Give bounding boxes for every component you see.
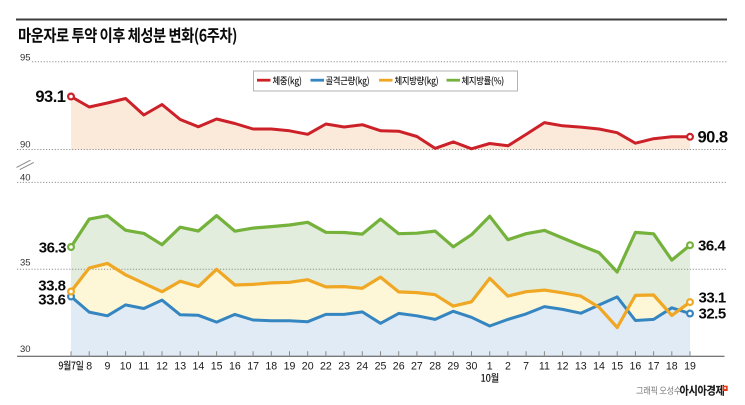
svg-text:36.3: 36.3: [39, 240, 66, 257]
svg-text:15: 15: [211, 360, 223, 372]
svg-text:26: 26: [393, 360, 405, 372]
svg-text:90: 90: [20, 140, 31, 151]
svg-text:2: 2: [505, 360, 511, 372]
svg-text:7: 7: [523, 360, 529, 372]
svg-text:17: 17: [247, 360, 259, 372]
svg-text:35: 35: [20, 258, 31, 269]
svg-text:93.1: 93.1: [35, 88, 65, 106]
svg-text:19: 19: [684, 360, 696, 372]
svg-text:16: 16: [229, 360, 241, 372]
svg-text:8: 8: [86, 360, 92, 372]
svg-text:12: 12: [156, 360, 168, 372]
svg-text:33.8: 33.8: [38, 278, 65, 295]
svg-text:18: 18: [666, 360, 678, 372]
svg-text:28: 28: [429, 360, 441, 372]
svg-text:30: 30: [20, 344, 31, 355]
svg-text:14: 14: [593, 360, 605, 372]
svg-text:13: 13: [174, 360, 186, 372]
svg-text:24: 24: [356, 360, 368, 372]
svg-text:32.5: 32.5: [699, 305, 726, 322]
svg-text:23: 23: [338, 360, 350, 372]
svg-text:11: 11: [539, 360, 550, 372]
svg-text:20: 20: [302, 360, 314, 372]
svg-text:19: 19: [284, 360, 296, 372]
svg-text:9: 9: [104, 360, 110, 372]
svg-text:33.6: 33.6: [38, 292, 65, 309]
svg-text:27: 27: [411, 360, 423, 372]
svg-text:95: 95: [20, 53, 31, 64]
svg-text:36.4: 36.4: [698, 237, 726, 254]
svg-text:29: 29: [447, 360, 459, 372]
svg-text:13: 13: [575, 360, 587, 372]
svg-text:30: 30: [466, 360, 478, 372]
svg-text:40: 40: [20, 172, 31, 183]
svg-text:16: 16: [630, 360, 642, 372]
svg-text:33.1: 33.1: [699, 290, 726, 307]
svg-text:12: 12: [557, 360, 569, 372]
svg-text:18: 18: [265, 360, 277, 372]
svg-text:25: 25: [375, 360, 387, 372]
svg-text:90.8: 90.8: [698, 129, 728, 147]
svg-text:11: 11: [138, 360, 149, 372]
svg-text:17: 17: [648, 360, 660, 372]
svg-text:14: 14: [193, 360, 205, 372]
svg-text:22: 22: [320, 360, 332, 372]
svg-text:15: 15: [611, 360, 623, 372]
svg-text:10: 10: [120, 360, 132, 372]
svg-text:1: 1: [487, 360, 493, 372]
